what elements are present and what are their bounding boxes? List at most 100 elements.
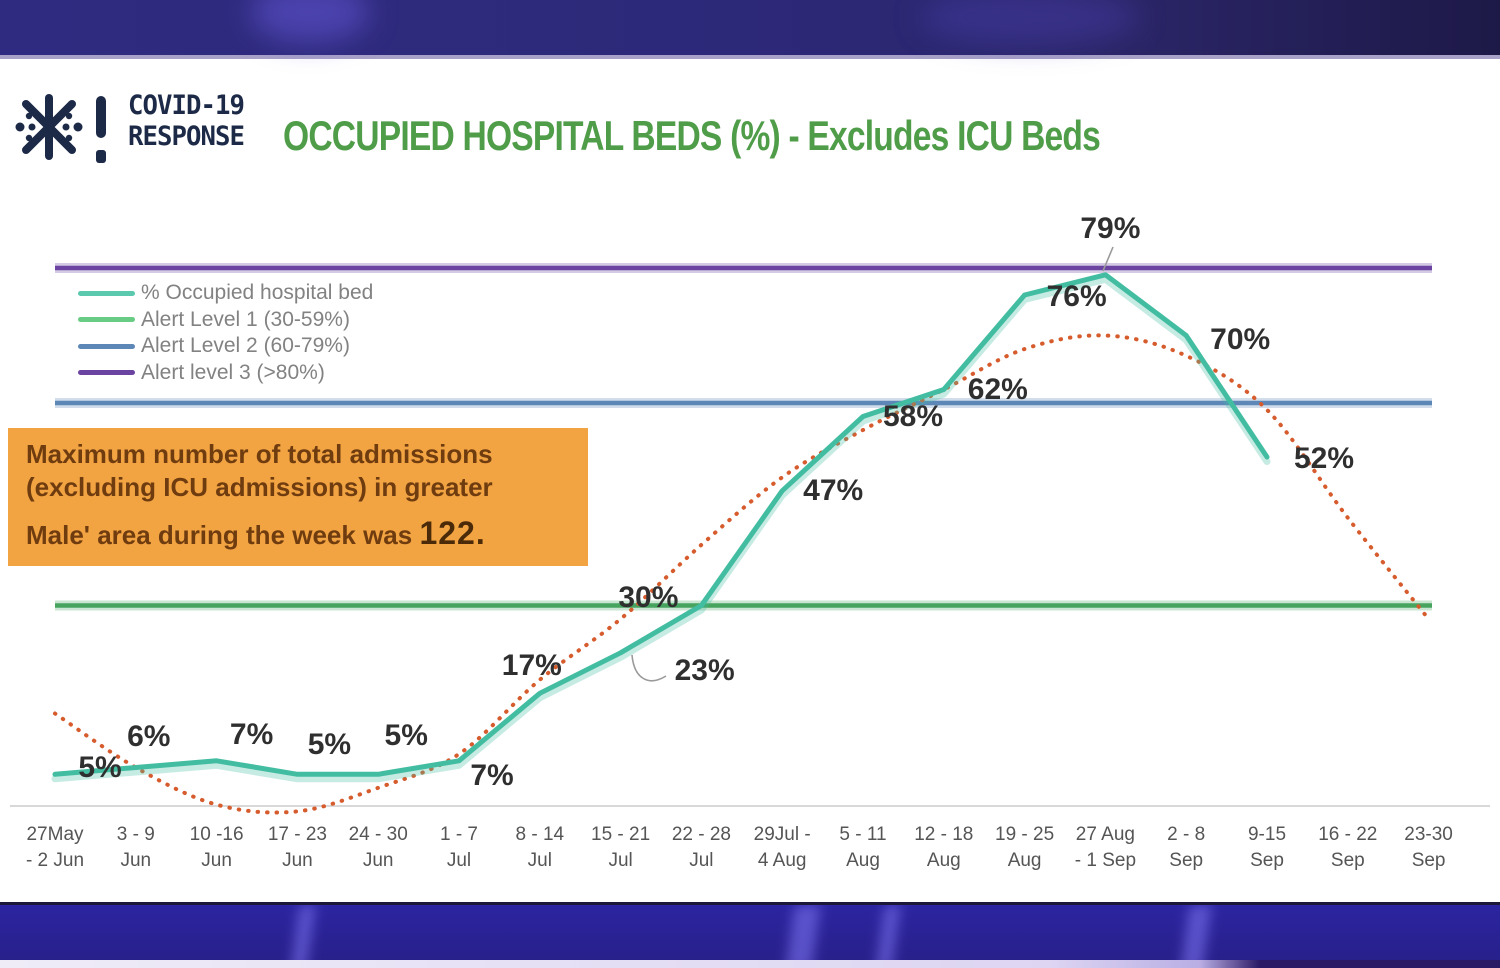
- x-tick-10: 5 - 11 Aug: [808, 822, 918, 874]
- logo-text: COVID-19 RESPONSE: [128, 90, 245, 152]
- x-tick-9: 29Jul - 4 Aug: [727, 822, 837, 874]
- bottom-banner: [0, 902, 1500, 968]
- x-tick-line: Jun: [120, 850, 152, 871]
- data-label-2-8-sep: 70%: [1210, 322, 1271, 356]
- trend-dotted-line: [53, 333, 1431, 815]
- x-tick-line: Jul: [446, 850, 472, 871]
- banner-streak: [290, 905, 316, 968]
- data-label-12-18-aug: 62%: [967, 372, 1028, 406]
- x-tick-12: 19 - 25 Aug: [970, 822, 1080, 874]
- legend-swatch: [78, 343, 135, 349]
- x-tick-line: 5 - 11: [839, 824, 887, 845]
- logo-line1: COVID-19: [128, 90, 245, 121]
- legend-item-3: Alert level 3 (>80%): [78, 360, 373, 387]
- x-tick-line: Sep: [1250, 850, 1284, 871]
- data-label-24-30-jun: 5%: [384, 719, 428, 753]
- logo-line2: RESPONSE: [128, 121, 245, 152]
- x-tick-line: Sep: [1169, 850, 1204, 871]
- x-tick-line: - 1 Sep: [1074, 850, 1137, 871]
- legend-label: Alert Level 2 (60-79%): [141, 334, 350, 358]
- page-title: OCCUPIED HOSPITAL BEDS (%) - Excludes IC…: [283, 112, 1101, 159]
- data-label-9-15-sep: 52%: [1293, 442, 1355, 475]
- legend-swatch: [78, 370, 135, 376]
- legend-item-2: Alert Level 2 (60-79%): [78, 333, 373, 360]
- x-tick-line: Jul: [608, 850, 633, 871]
- x-tick-line: Jul: [527, 850, 552, 871]
- x-tick-line: Sep: [1330, 850, 1365, 871]
- callout-line3-text: Male' area during the week was: [26, 520, 420, 550]
- x-tick-line: 10 -16: [189, 824, 244, 845]
- exclamation-icon: [96, 96, 106, 163]
- x-tick-line: Jun: [282, 850, 313, 871]
- x-tick-line: 4 Aug: [757, 850, 807, 871]
- legend-item-0: % Occupied hospital bed: [78, 280, 373, 307]
- x-tick-line: 22 - 28: [671, 824, 731, 845]
- callout-value: 122.: [419, 515, 486, 551]
- x-tick-line: 19 - 25: [995, 824, 1055, 845]
- data-label-17-23-jun: 5%: [307, 728, 352, 762]
- label-leader-23: [631, 654, 667, 682]
- banner-glow: [920, 0, 1140, 45]
- banner-streak: [785, 905, 821, 968]
- admissions-callout: Maximum number of total admissions (excl…: [8, 428, 588, 566]
- data-label-3-9-jun: 6%: [127, 719, 171, 753]
- x-tick-line: Jun: [362, 850, 394, 871]
- covid-response-logo: COVID-19 RESPONSE: [12, 90, 250, 166]
- callout-line3: Male' area during the week was 122.: [26, 517, 588, 552]
- legend-label: Alert level 3 (>80%): [141, 360, 325, 384]
- legend-item-1: Alert Level 1 (30-59%): [78, 307, 373, 334]
- x-tick-1: 3 - 9 Jun: [81, 822, 191, 874]
- top-banner: [0, 0, 1500, 59]
- x-tick-line: 3 - 9: [116, 824, 155, 845]
- chart-legend: % Occupied hospital bed Alert Level 1 (30…: [78, 280, 373, 386]
- legend-swatch: [78, 290, 135, 296]
- x-tick-line: Aug: [846, 850, 880, 871]
- callout-line1: Maximum number of total admissions: [26, 439, 493, 469]
- x-tick-line: 12 - 18: [914, 824, 974, 845]
- occupied-line: [52, 272, 1270, 777]
- data-label-22-28-jul: 30%: [618, 580, 679, 614]
- x-tick-line: 15 - 21: [591, 824, 651, 845]
- virus-icon: [15, 94, 83, 160]
- banner-streak: [875, 905, 901, 968]
- x-tick-11: 12 - 18 Aug: [889, 822, 999, 874]
- x-tick-line: 27 Aug: [1075, 824, 1135, 845]
- x-tick-line: 17 - 23: [267, 824, 327, 845]
- x-tick-line: Aug: [1007, 850, 1042, 871]
- data-label-1-7-jul: 7%: [470, 758, 514, 792]
- data-label-8-14-jul: 17%: [501, 649, 562, 683]
- x-tick-7: 15 - 21 Jul: [566, 822, 676, 874]
- x-tick-line: 23-30: [1404, 824, 1453, 845]
- x-tick-line: - 2 Jun: [25, 850, 85, 871]
- callout-line2: (excluding ICU admissions) in greater: [26, 472, 493, 502]
- data-label-5-11-aug: 58%: [882, 399, 944, 433]
- x-tick-14: 2 - 8 Sep: [1131, 822, 1241, 874]
- x-tick-0: 27May - 2 Jun: [0, 822, 110, 874]
- x-tick-line: Sep: [1411, 850, 1446, 871]
- x-tick-line: 27May: [26, 824, 84, 845]
- x-tick-2: 10 -16 Jun: [162, 822, 272, 874]
- x-tick-6: 8 - 14 Jul: [485, 822, 595, 874]
- x-tick-line: Jun: [201, 850, 232, 871]
- x-tick-line: 29Jul -: [753, 824, 811, 845]
- legend-label: Alert Level 1 (30-59%): [141, 307, 350, 331]
- data-label-19-25-aug: 76%: [1046, 280, 1107, 313]
- x-tick-15: 9-15 Sep: [1212, 822, 1322, 874]
- x-tick-line: 8 - 14: [515, 824, 565, 845]
- x-tick-3: 17 - 23 Jun: [242, 822, 352, 874]
- data-label-10-16-jun: 7%: [229, 717, 274, 751]
- label-leader-79: [1102, 246, 1114, 272]
- x-tick-line: Jul: [689, 850, 714, 871]
- legend-label: % Occupied hospital bed: [141, 281, 374, 305]
- banner-streak: [1180, 905, 1212, 968]
- x-tick-8: 22 - 28 Jul: [646, 822, 756, 874]
- x-tick-4: 24 - 30 Jun: [323, 822, 433, 874]
- x-tick-line: 2 - 8: [1167, 824, 1206, 845]
- data-label-27-aug-1-sep: 79%: [1080, 211, 1141, 245]
- x-tick-line: Aug: [926, 850, 961, 871]
- data-label-29jul-4-aug: 47%: [803, 473, 864, 507]
- x-tick-line: 16 - 22: [1318, 824, 1378, 845]
- x-tick-line: 24 - 30: [348, 824, 408, 845]
- occupied-line-shadow: [51, 275, 1271, 783]
